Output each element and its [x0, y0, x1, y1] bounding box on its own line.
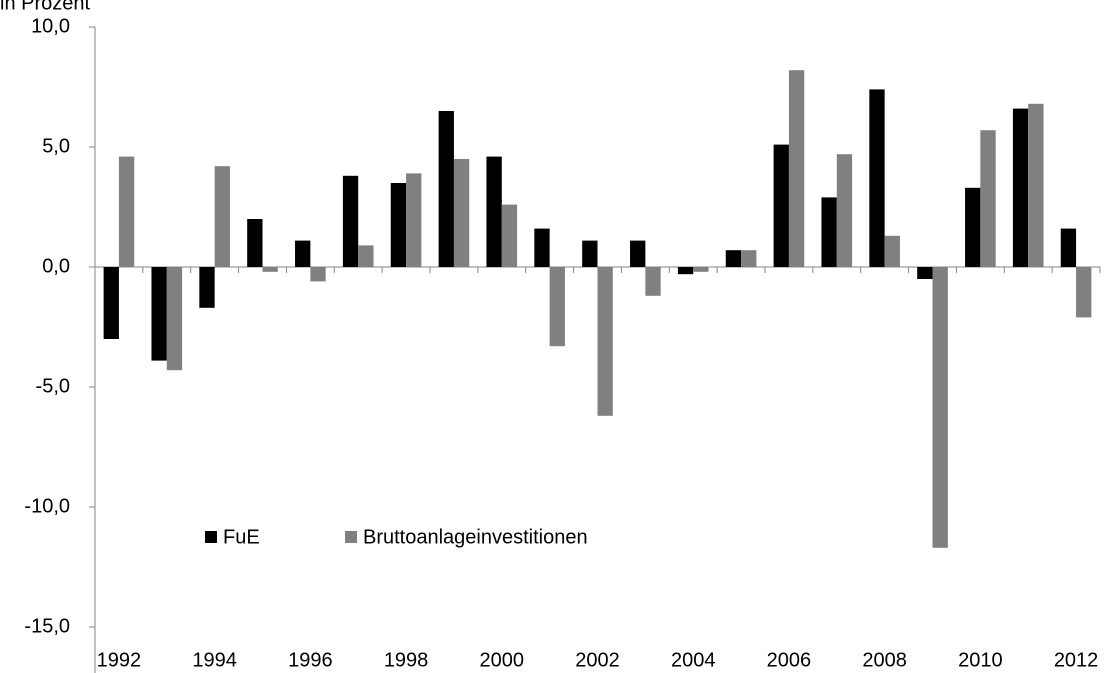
- bar: [932, 267, 948, 548]
- bar: [103, 267, 119, 339]
- bar: [166, 267, 183, 371]
- chart-title: in Prozent: [0, 0, 90, 14]
- bar: [597, 267, 613, 416]
- bar: [358, 245, 374, 267]
- bar: [214, 166, 230, 267]
- y-tick-label: -15,0: [24, 615, 70, 637]
- bar: [486, 156, 502, 267]
- x-tick-label: 1994: [192, 649, 237, 671]
- bar: [677, 267, 694, 275]
- x-tick-label: 1996: [288, 649, 333, 671]
- x-tick-label: 2002: [575, 649, 620, 671]
- bar: [549, 267, 565, 347]
- bar: [534, 228, 550, 267]
- bar: [501, 204, 518, 267]
- legend-swatch: [345, 531, 357, 543]
- bar: [390, 183, 407, 267]
- bar: [1028, 103, 1044, 267]
- bar: [453, 159, 470, 267]
- y-tick-label: 0,0: [42, 255, 70, 277]
- y-tick-label: -10,0: [24, 495, 70, 517]
- legend-label: FuE: [223, 526, 260, 548]
- bar: [1012, 108, 1029, 267]
- bar: [630, 240, 646, 267]
- bar: [406, 173, 422, 267]
- bar: [118, 156, 135, 267]
- bar: [884, 235, 900, 267]
- x-tick-label: 1992: [97, 649, 142, 671]
- bar: [821, 197, 837, 267]
- bar: [582, 240, 598, 267]
- bar: [1076, 267, 1092, 318]
- y-tick-label: -5,0: [36, 375, 70, 397]
- bar: [151, 267, 167, 361]
- bar: [980, 130, 996, 267]
- bar: [262, 267, 278, 272]
- bar: [965, 187, 981, 267]
- bar: [645, 267, 661, 296]
- y-tick-label: 10,0: [31, 15, 70, 37]
- y-tick-label: 5,0: [42, 135, 70, 157]
- x-tick-label: 2004: [671, 649, 716, 671]
- bar: [917, 267, 933, 279]
- bar: [836, 154, 853, 267]
- bar: [247, 219, 263, 267]
- bar: [342, 175, 359, 267]
- bar: [773, 144, 789, 267]
- x-tick-label: 2012: [1054, 649, 1099, 671]
- bar: [310, 267, 326, 282]
- x-tick-label: 1998: [384, 649, 429, 671]
- x-tick-label: 2008: [862, 649, 907, 671]
- bar: [295, 240, 311, 267]
- bar: [438, 111, 454, 267]
- bar: [199, 267, 215, 308]
- x-tick-label: 2000: [480, 649, 525, 671]
- bar: [741, 250, 757, 267]
- x-tick-label: 2006: [767, 649, 812, 671]
- x-tick-label: 2010: [958, 649, 1003, 671]
- legend-swatch: [205, 531, 217, 543]
- bar: [869, 89, 885, 268]
- bar: [725, 250, 742, 267]
- bar: [1060, 228, 1077, 267]
- bar: [693, 267, 709, 272]
- legend-label: Bruttoanlageinvestitionen: [363, 526, 588, 548]
- bar: [788, 70, 805, 267]
